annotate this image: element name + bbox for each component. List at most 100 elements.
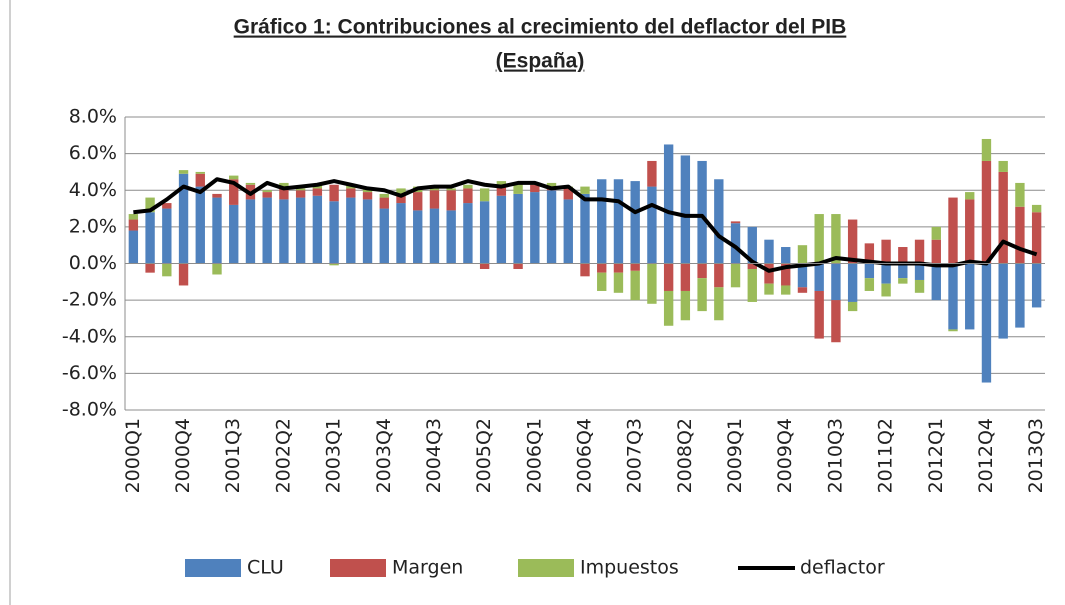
bar-segment [346,188,356,198]
bar-segment [513,193,523,264]
y-tick-label: 4.0% [69,179,117,201]
bar-segment [1031,263,1042,308]
bar-segment [496,184,507,196]
bar-segment [496,195,507,264]
x-tick-label: 2012Q1 [925,418,947,493]
bar-segment [178,263,189,286]
bar-segment [847,301,858,312]
x-tick-label: 2009Q4 [774,418,796,493]
bar-segment [178,170,189,174]
bar-segment [496,181,507,185]
y-tick-label: 8.0% [69,106,117,128]
bar-segment [530,192,540,264]
bar-segment [346,197,356,264]
bar-segment [630,263,640,271]
legend-swatch [518,559,574,577]
bar-segment [597,179,607,264]
bar-segment [747,226,757,264]
bar-segment [145,263,155,273]
x-tick-label: 2007Q3 [624,418,646,493]
bar-segment [797,287,808,293]
x-tick-label: 2003Q1 [323,418,345,493]
bar-segment [814,263,824,291]
legend-label: CLU [247,557,284,579]
bar-segment [145,212,155,264]
bar-segment [764,239,774,264]
bar-segment [463,188,473,204]
x-tick-label: 2000Q4 [172,418,194,493]
bar-segment [898,278,908,284]
bar-segment [212,193,222,198]
bar-segment [898,247,908,264]
bar-segment [580,193,590,264]
bar-segment [546,190,557,264]
x-tick-label: 2009Q1 [724,418,746,493]
bar-segment [295,188,306,191]
bar-segment [881,263,891,284]
bar-segment [1015,182,1025,207]
bar-segment [563,199,573,264]
bar-segment [914,263,925,280]
bar-segment [730,221,741,224]
bar-segment [463,203,473,264]
bar-segment [965,192,975,200]
bar-segment [563,188,573,200]
bar-segment [413,192,423,211]
bar-segment [429,208,440,264]
bar-segment [329,263,339,266]
y-tick-label: 6.0% [69,142,117,164]
bar-segment [279,199,289,264]
bar-segment [948,329,958,332]
bar-segment [128,219,139,231]
bar-segment [128,230,139,264]
bar-segment [680,263,691,291]
bar-segment [714,263,724,288]
bar-segment [1031,212,1042,264]
bar-segment [714,179,724,264]
y-tick-label: 0.0% [69,252,117,274]
bar-segment [245,199,256,264]
chart-subtitle: (España) [496,50,585,73]
bar-segment [814,214,824,264]
bar-segment [663,290,674,326]
bar-segment [931,239,941,264]
bar-segment [898,263,908,279]
bar-segment [881,283,891,297]
bar-segment [279,182,289,187]
x-tick-label: 2003Q4 [373,418,395,493]
bar-segment [195,173,205,187]
bar-segment [229,204,239,264]
bar-segment [413,210,423,264]
bar-segment [697,160,707,264]
bar-segment [178,173,189,264]
x-tick-label: 2000Q1 [122,418,144,493]
x-tick-label: 2004Q3 [423,418,445,493]
bar-segment [229,175,239,180]
bar-segment [312,188,323,196]
bar-segment [479,188,490,202]
bar-segment [362,192,373,200]
x-tick-label: 2011Q2 [875,418,897,493]
bar-segment [329,184,339,202]
bar-segment [1015,206,1025,264]
bar-segment [546,182,557,187]
bar-segment [864,263,875,279]
bar-segment [998,160,1008,172]
bar-segment [831,300,841,343]
bar-segment [162,263,172,277]
x-tick-label: 2006Q4 [574,418,596,493]
y-tick-label: -2.0% [62,289,117,311]
bar-segment [730,223,741,264]
bar-segment [613,179,624,264]
x-tick-label: 2013Q3 [1025,418,1047,493]
bar-segment [697,278,707,312]
bar-segment [446,190,456,211]
bar-segment [613,263,624,273]
legend-label: deflactor [800,557,885,579]
bar-segment [680,290,691,321]
bar-segment [479,263,490,269]
bar-segment [279,186,289,200]
bar-segment [245,182,256,185]
bar-segment [229,179,239,205]
bar-segment [396,195,406,204]
